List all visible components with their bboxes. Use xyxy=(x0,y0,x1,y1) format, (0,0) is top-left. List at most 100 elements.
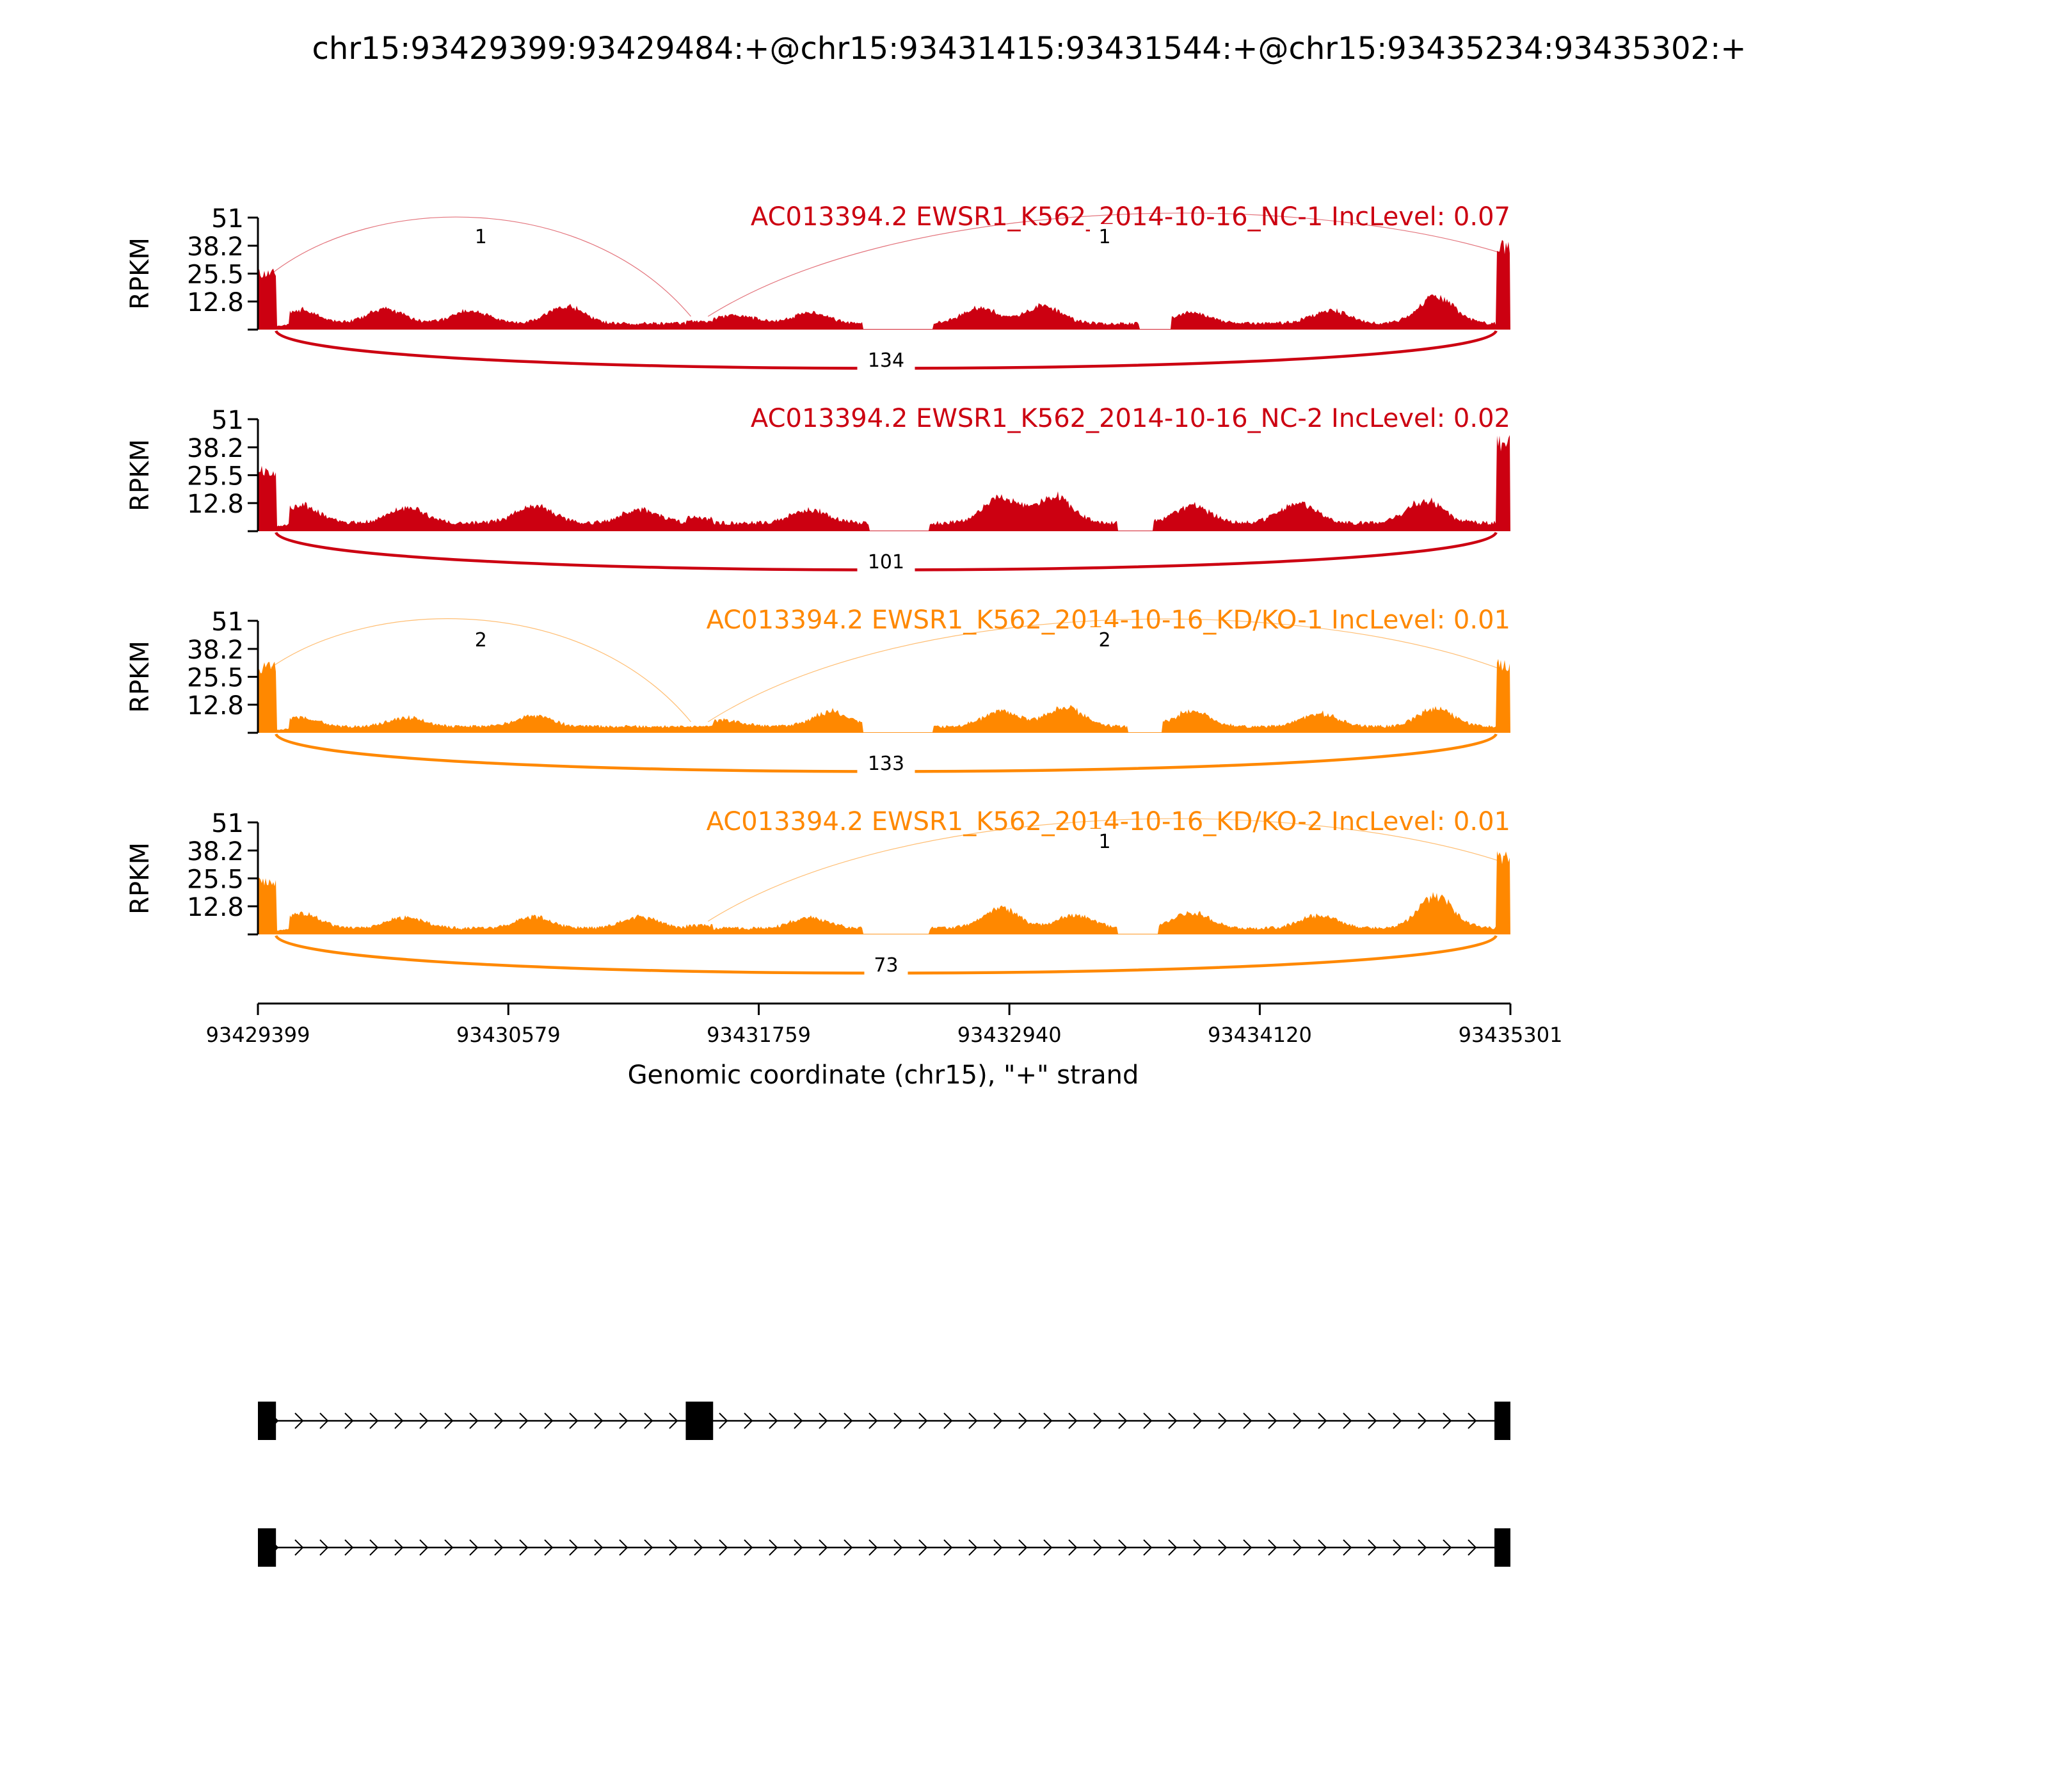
strand-arrow xyxy=(544,1412,554,1429)
y-axis-label: RPKM xyxy=(125,842,155,915)
x-tick-label: 93430579 xyxy=(456,1023,561,1047)
strand-arrow xyxy=(844,1412,853,1429)
strand-arrow xyxy=(993,1539,1003,1556)
junction-label-bg xyxy=(857,549,915,575)
x-axis-label: Genomic coordinate (chr15), "+" strand xyxy=(628,1060,1139,1090)
strand-arrow xyxy=(519,1539,529,1556)
strand-arrow xyxy=(868,1412,878,1429)
y-tick-label: 25.5 xyxy=(187,664,244,693)
strand-arrow xyxy=(369,1539,379,1556)
figure-title: chr15:93429399:93429484:+@chr15:93431415… xyxy=(312,31,1747,67)
y-tick-label: 51 xyxy=(211,204,244,234)
y-tick-label: 12.8 xyxy=(187,893,244,922)
strand-arrow xyxy=(469,1412,479,1429)
y-tick-label: 12.8 xyxy=(187,490,244,519)
coverage-area xyxy=(258,659,1510,733)
strand-arrow xyxy=(1043,1539,1053,1556)
isoform-model xyxy=(258,1528,1510,1567)
strand-arrow xyxy=(1168,1412,1178,1429)
strand-arrow xyxy=(1318,1539,1327,1556)
strand-arrow xyxy=(744,1412,753,1429)
x-tick-label: 93435301 xyxy=(1459,1023,1563,1047)
junction-count-label: 134 xyxy=(868,349,904,372)
strand-arrow xyxy=(1368,1412,1377,1429)
junction-label-bg xyxy=(1090,224,1120,250)
strand-arrow xyxy=(968,1539,978,1556)
strand-arrow xyxy=(1068,1412,1078,1429)
strand-arrow xyxy=(1168,1539,1178,1556)
strand-arrow xyxy=(294,1539,304,1556)
y-axis-label: RPKM xyxy=(125,641,155,713)
y-tick-label: 25.5 xyxy=(187,462,244,492)
strand-arrow xyxy=(1193,1539,1203,1556)
strand-arrow xyxy=(1393,1539,1402,1556)
strand-arrow xyxy=(369,1412,379,1429)
strand-arrow xyxy=(394,1539,404,1556)
strand-arrow xyxy=(394,1412,404,1429)
isoform-models xyxy=(258,1402,1510,1567)
strand-arrow xyxy=(918,1412,928,1429)
strand-arrow xyxy=(694,1539,703,1556)
strand-arrow xyxy=(544,1539,554,1556)
strand-arrow xyxy=(868,1539,878,1556)
junction-label-bg xyxy=(864,952,908,978)
strand-arrow xyxy=(893,1412,903,1429)
sample-label: AC013394.2 EWSR1_K562_2014-10-16_NC-1 In… xyxy=(751,202,1510,232)
strand-arrow xyxy=(319,1539,329,1556)
x-tick-label: 93432940 xyxy=(957,1023,1062,1047)
exon-block xyxy=(1494,1402,1510,1440)
y-axis-label: RPKM xyxy=(125,237,155,310)
strand-arrow xyxy=(943,1412,953,1429)
y-tick-label: 38.2 xyxy=(187,636,244,665)
isoform-model xyxy=(258,1402,1510,1440)
strand-arrow xyxy=(619,1412,628,1429)
strand-arrow xyxy=(594,1539,604,1556)
strand-arrow xyxy=(619,1539,628,1556)
coverage-area xyxy=(258,239,1510,330)
junction-label-bg xyxy=(857,348,915,373)
junction-label-bg xyxy=(857,751,915,776)
junction-label-bg xyxy=(1090,627,1120,653)
strand-arrow xyxy=(1468,1412,1477,1429)
strand-arrow xyxy=(918,1539,928,1556)
strand-arrow xyxy=(494,1539,504,1556)
junction-label-bg xyxy=(466,224,496,250)
y-tick-label: 25.5 xyxy=(187,865,244,895)
strand-arrow xyxy=(469,1539,479,1556)
strand-arrow xyxy=(769,1539,778,1556)
strand-arrow xyxy=(669,1412,678,1429)
strand-arrow xyxy=(1293,1412,1302,1429)
y-tick-label: 51 xyxy=(211,406,244,435)
coverage-panel: 12.825.538.251 RPKM AC013394.2 EWSR1_K562_… xyxy=(125,202,1510,373)
strand-arrow xyxy=(644,1412,653,1429)
strand-arrow xyxy=(294,1412,304,1429)
strand-arrow xyxy=(644,1539,653,1556)
y-tick-label: 38.2 xyxy=(187,232,244,262)
strand-arrow xyxy=(1443,1412,1452,1429)
strand-arrow xyxy=(1093,1412,1103,1429)
junction-count-label: 101 xyxy=(868,551,904,573)
strand-arrow xyxy=(993,1412,1003,1429)
strand-arrow xyxy=(1343,1539,1352,1556)
strand-arrow xyxy=(494,1412,504,1429)
strand-arrow xyxy=(719,1539,728,1556)
y-tick-label: 12.8 xyxy=(187,288,244,317)
strand-arrow xyxy=(1118,1412,1128,1429)
strand-arrow xyxy=(669,1539,678,1556)
exon-block xyxy=(685,1402,714,1440)
genomic-x-axis: 93429399 93430579 93431759 93432940 93434120… xyxy=(206,1002,1563,1047)
x-tick-label: 93431759 xyxy=(707,1023,811,1047)
junction-count-label: 73 xyxy=(874,954,898,977)
y-tick-label: 51 xyxy=(211,607,244,637)
strand-arrow xyxy=(444,1412,454,1429)
x-tick-label: 93429399 xyxy=(206,1023,310,1047)
y-tick-label: 25.5 xyxy=(187,260,244,290)
strand-arrow xyxy=(1018,1412,1028,1429)
junction-count-label: 2 xyxy=(1098,629,1110,652)
strand-arrow xyxy=(519,1412,529,1429)
exon-block xyxy=(258,1528,276,1567)
strand-arrow xyxy=(1218,1539,1228,1556)
coverage-area xyxy=(258,435,1510,531)
